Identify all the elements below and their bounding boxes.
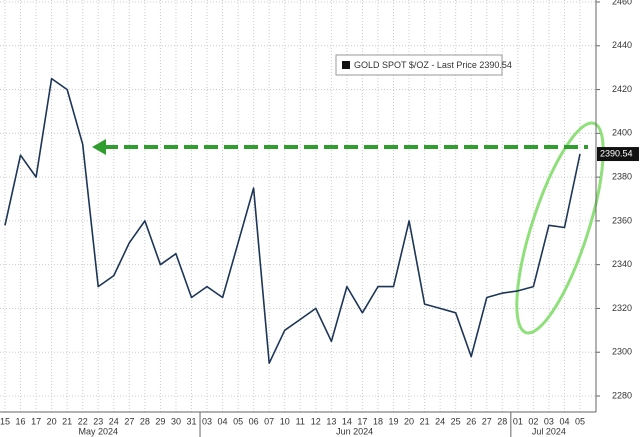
x-tick-label: 05 [233,416,243,426]
y-tick-label: 2380 [612,171,632,181]
x-tick-label: 17 [31,416,41,426]
month-label: May 2024 [78,426,118,436]
legend-swatch [342,61,350,69]
y-tick-label: 2280 [612,390,632,400]
y-tick-label: 2320 [612,303,632,313]
x-tick-label: 19 [389,416,399,426]
x-tick-label: 20 [47,416,57,426]
month-label: Jun 2024 [336,426,373,436]
x-tick-label: 28 [497,416,507,426]
x-tick-label: 04 [559,416,569,426]
y-tick-label: 2440 [612,40,632,50]
x-tick-label: 18 [373,416,383,426]
x-tick-label: 27 [482,416,492,426]
x-tick-label: 14 [342,416,352,426]
x-tick-label: 27 [124,416,134,426]
x-tick-label: 03 [202,416,212,426]
x-tick-label: 10 [280,416,290,426]
x-tick-label: 12 [311,416,321,426]
x-tick-label: 30 [171,416,181,426]
x-tick-label: 02 [528,416,538,426]
x-tick-label: 20 [404,416,414,426]
x-tick-label: 11 [296,416,305,426]
x-tick-label: 16 [16,416,26,426]
legend-label: GOLD SPOT $/OZ - Last Price 2390.54 [354,60,512,70]
legend [335,54,503,76]
x-tick-label: 07 [264,416,274,426]
x-tick-label: 06 [249,416,259,426]
x-tick-label: 03 [544,416,554,426]
x-tick-label: 13 [326,416,336,426]
y-tick-label: 2340 [612,259,632,269]
y-tick-label: 2400 [612,128,632,138]
y-tick-label: 2420 [612,84,632,94]
x-tick-label: 31 [186,416,196,426]
x-tick-label: 26 [466,416,476,426]
y-tick-label: 2460 [612,0,632,6]
y-tick-label: 2300 [612,347,632,357]
month-label: Jul 2024 [532,426,566,436]
x-tick-label: 23 [93,416,103,426]
x-tick-label: 01 [513,416,523,426]
series-line [4,77,581,364]
x-tick-label: 24 [435,416,445,426]
last-price-label: 2390.54 [600,148,633,158]
x-tick-label: 04 [218,416,228,426]
grid [0,0,596,412]
x-tick-label: 17 [357,416,367,426]
x-tick-label: 25 [451,416,461,426]
x-tick-label: 21 [420,416,430,426]
arrow-head [92,139,106,155]
highlight-ellipse [515,121,605,335]
last-price-box [597,147,639,162]
y-tick-label: 2360 [612,215,632,225]
x-tick-label: 24 [109,416,119,426]
x-tick-label: 28 [140,416,150,426]
x-tick-label: 05 [575,416,585,426]
x-tick-label: 15 [0,416,10,426]
x-tick-label: 29 [155,416,165,426]
x-tick-label: 22 [78,416,88,426]
x-tick-label: 21 [62,416,72,426]
